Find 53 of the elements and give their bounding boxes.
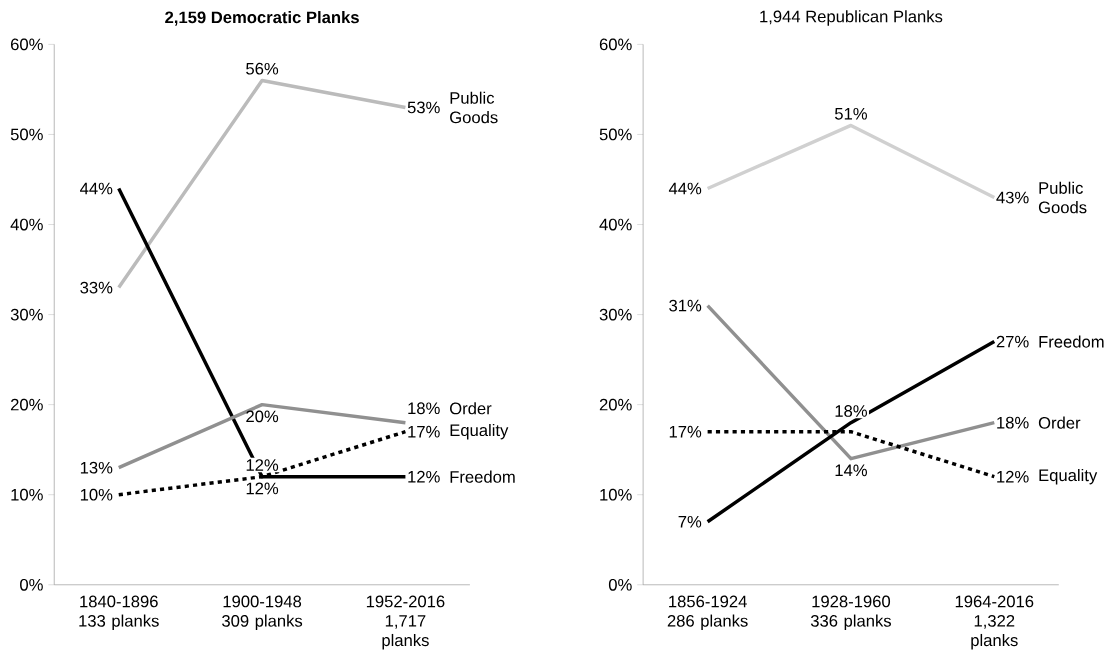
y-tick-label: 20% xyxy=(10,398,43,411)
y-tick-label: 60% xyxy=(599,38,632,51)
y-tick-label: 10% xyxy=(11,489,43,501)
data-label: 44% xyxy=(80,182,113,195)
data-label: 31% xyxy=(669,299,702,312)
data-label: 44% xyxy=(668,182,702,195)
data-label: 56% xyxy=(246,63,279,75)
data-label: 33% xyxy=(80,281,113,294)
data-label: 43% xyxy=(996,191,1029,204)
data-label: 18% xyxy=(997,416,1029,429)
y-tick-label: 30% xyxy=(10,308,43,321)
y-tick-label: 30% xyxy=(599,308,632,321)
text: Equality xyxy=(450,424,509,440)
data-label: 20% xyxy=(246,410,279,423)
x-tick-label: 1964-2016 1,322 planks xyxy=(955,595,1034,650)
data-label: 12% xyxy=(408,471,440,483)
data-label: 7% xyxy=(678,516,702,528)
data-label: 51% xyxy=(834,108,867,120)
data-label: 13% xyxy=(80,462,113,474)
text: Equality xyxy=(1039,469,1098,485)
y-tick-label: 20% xyxy=(599,398,632,411)
text: Public Goods xyxy=(450,91,498,124)
x-tick-label: 1840-1896 133 planks xyxy=(79,595,159,631)
x-tick-label: 1952-2016 1,717 planks xyxy=(366,595,445,650)
y-tick-label: 10% xyxy=(600,489,632,501)
x-tick-label: 1900-1948 309 planks xyxy=(222,595,303,631)
data-label: 12% xyxy=(246,482,279,495)
y-tick-label: 0% xyxy=(20,579,43,591)
data-label: 10% xyxy=(80,489,113,501)
text: Order xyxy=(1038,416,1081,429)
text: Freedom xyxy=(450,470,515,483)
y-tick-label: 0% xyxy=(608,579,632,591)
data-label: 18% xyxy=(408,402,440,415)
y-tick-label: 50% xyxy=(599,128,632,141)
data-label: 18% xyxy=(835,405,867,418)
y-tick-label: 50% xyxy=(10,128,43,141)
text: Order xyxy=(450,402,492,415)
text: Freedom xyxy=(1039,335,1104,348)
data-label: 53% xyxy=(407,101,440,114)
y-tick-label: 40% xyxy=(10,218,43,231)
chart-title: 1,944 Republican Planks xyxy=(760,10,943,26)
data-label: 27% xyxy=(996,335,1029,348)
y-tick-label: 60% xyxy=(11,38,43,51)
x-tick-label: 1856-1924 286 planks xyxy=(667,595,748,631)
x-tick-label: 1928-1960 336 planks xyxy=(810,595,891,631)
y-tick-label: 40% xyxy=(599,218,632,231)
data-label: 12% xyxy=(246,459,279,472)
data-label: 17% xyxy=(669,426,702,438)
data-label: 14% xyxy=(835,464,867,477)
data-label: 12% xyxy=(997,471,1029,483)
text: Public Goods xyxy=(1038,181,1087,214)
data-label: 17% xyxy=(408,426,440,438)
chart-title: 2,159 Democratic Planks xyxy=(165,11,359,26)
